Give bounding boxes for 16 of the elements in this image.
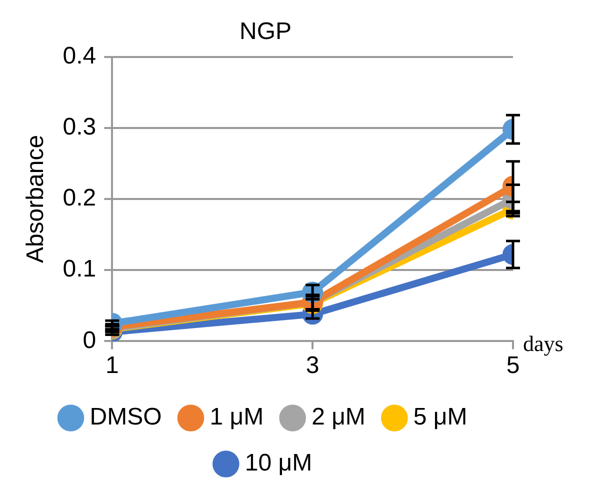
y-tick-label: 0.1 [62,256,96,283]
y-tick-label: 0.3 [62,114,96,141]
y-axis-title: Absorbance [22,134,50,264]
legend-label: 2 μM [312,404,366,431]
x-tick-label: 5 [506,352,520,380]
y-tick-label: 0 [82,326,96,354]
y-tick-label: 0.4 [62,42,96,70]
legend-label: 1 μM [210,404,264,431]
x-axis-title: days [523,330,564,356]
legend-label: DMSO [90,404,162,431]
legend-label: 5 μM [413,404,468,431]
chart-title: NGP [239,18,292,46]
x-tick-label: 3 [306,352,320,380]
y-tick-label: 0.2 [62,184,96,212]
legend-label: 10 μM [244,450,312,477]
x-tick-label: 1 [105,352,119,380]
